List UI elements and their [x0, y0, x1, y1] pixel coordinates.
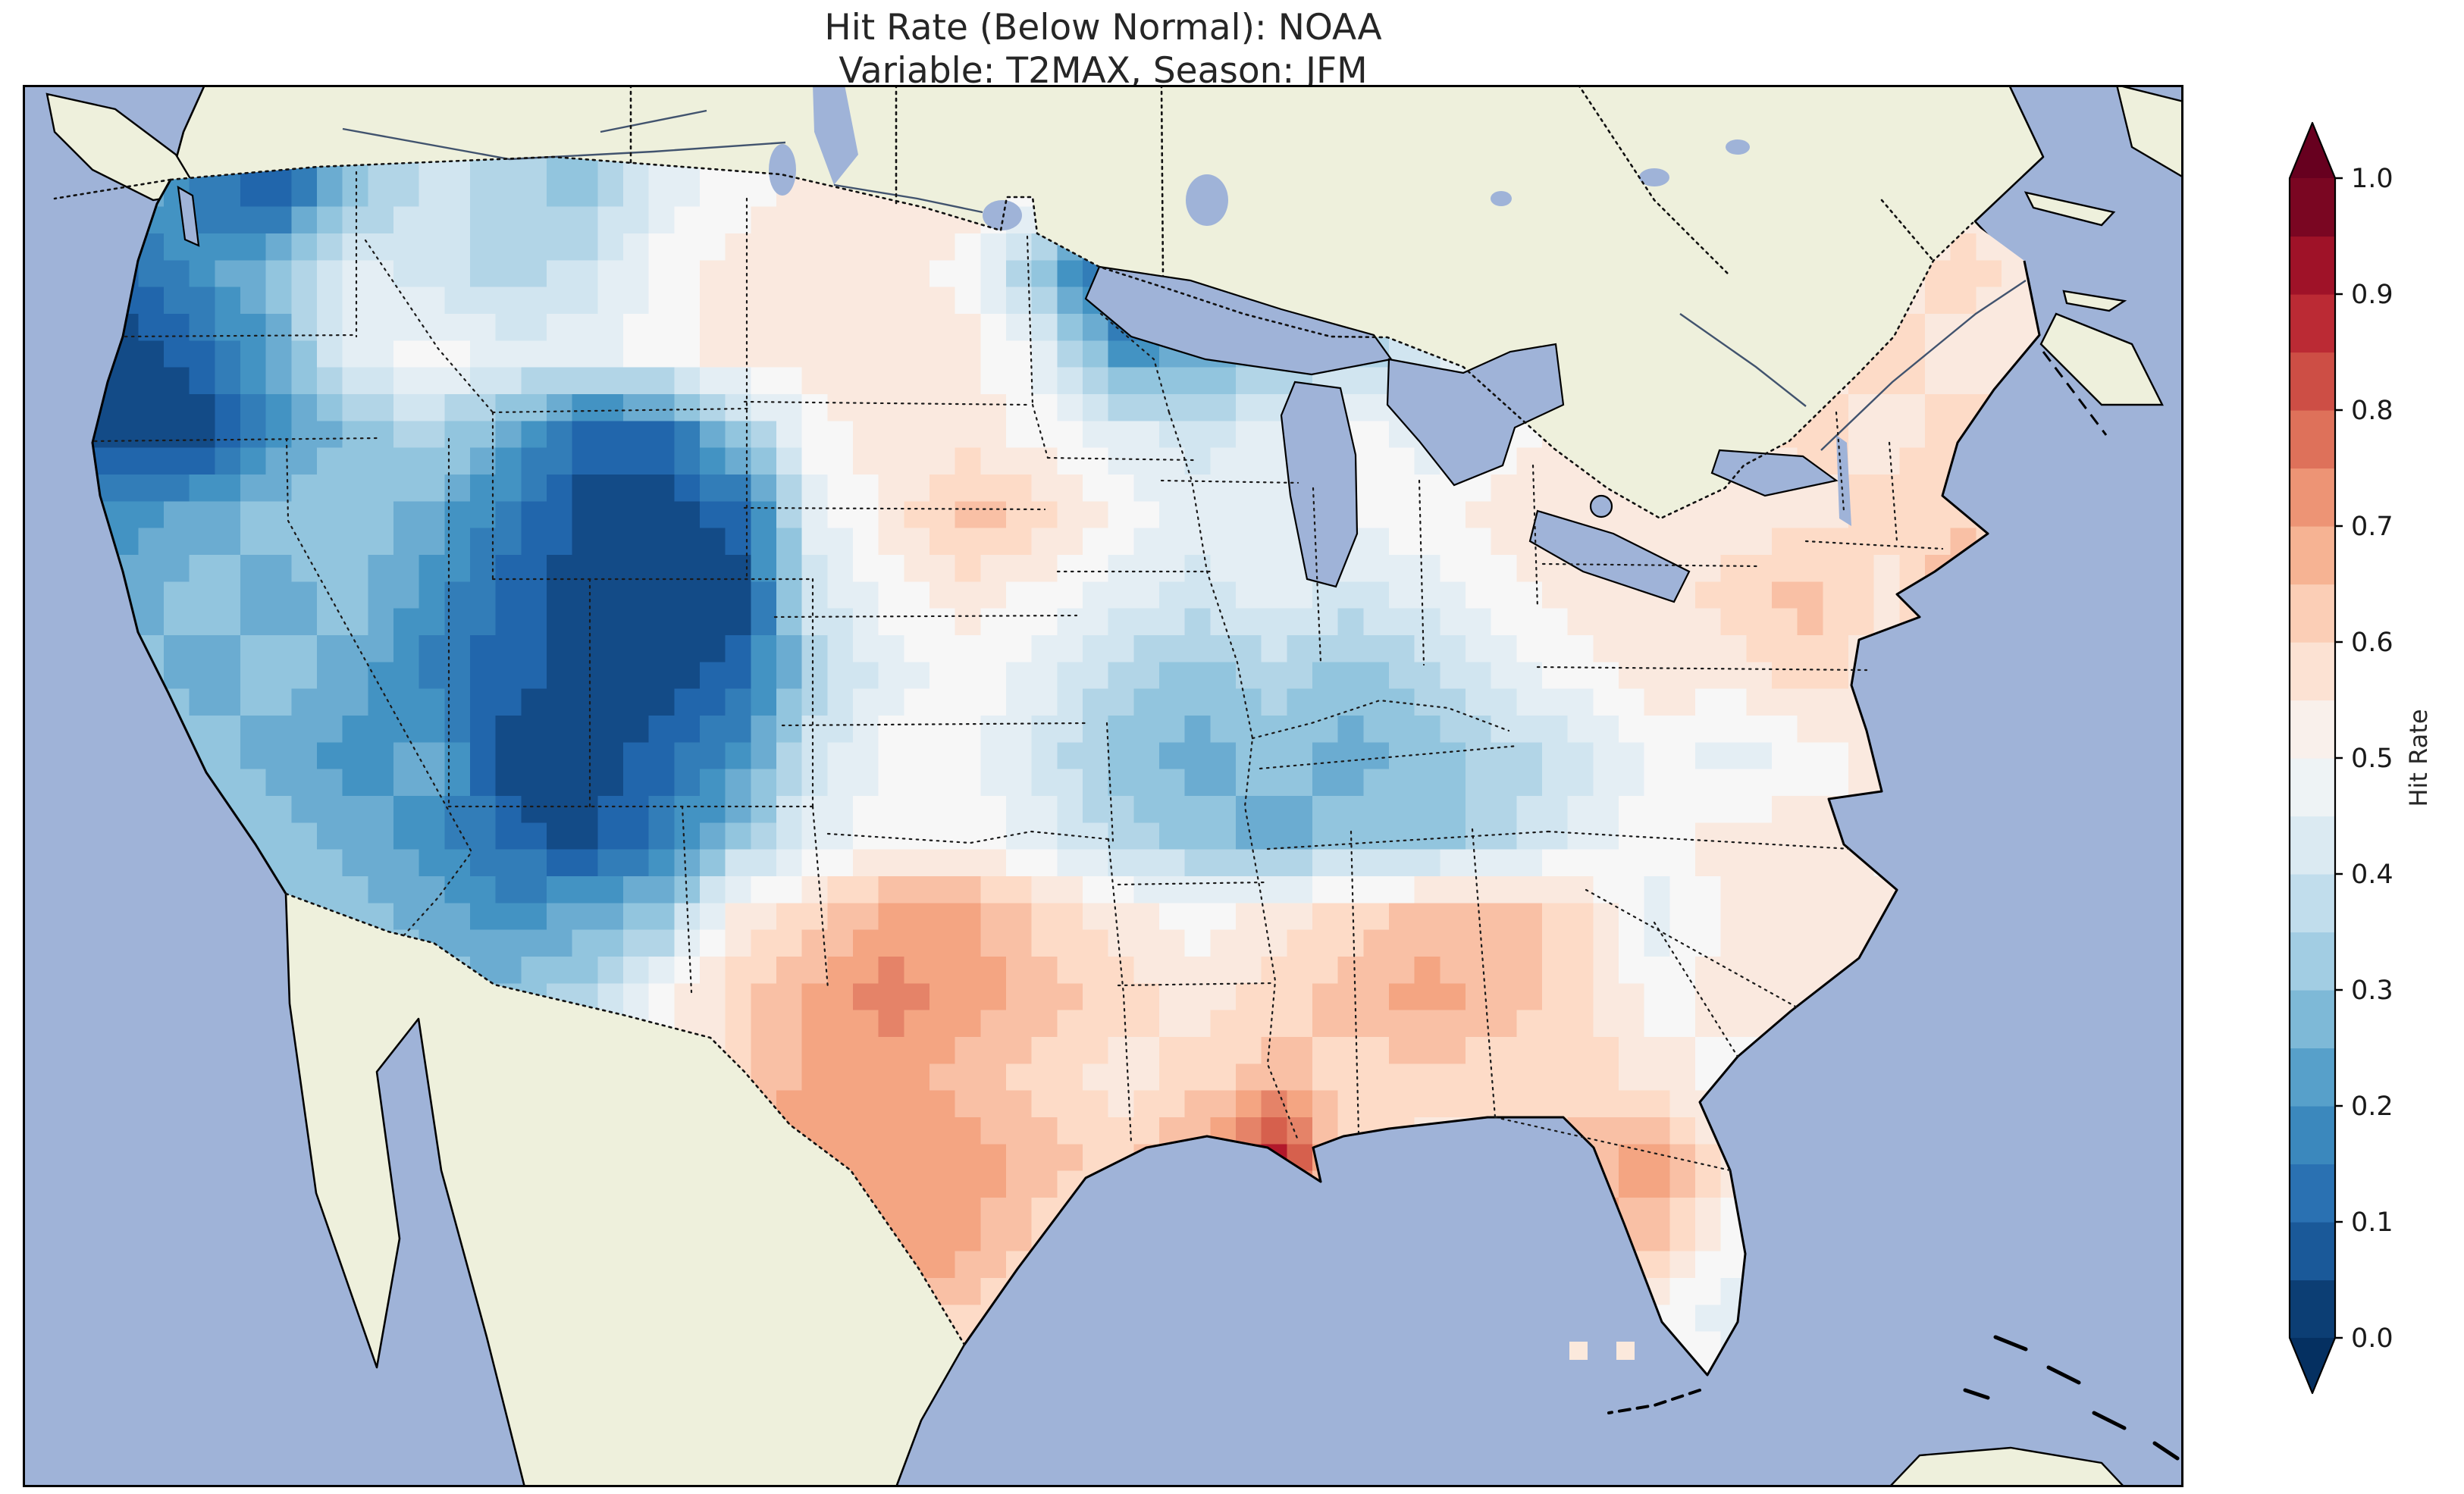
map-area [23, 83, 2185, 1489]
ontario-lake-small [1491, 191, 1512, 206]
canada-lakes [769, 85, 1851, 526]
anticosti-island [2024, 191, 2116, 227]
lake-huron [1386, 343, 1565, 487]
bahamas-and-keys [1607, 1335, 2180, 1461]
lake-of-the-woods [983, 200, 1022, 230]
prince-edward-island [2062, 290, 2127, 312]
chart-title-line1: Hit Rate (Below Normal): NOAA [824, 7, 1382, 49]
colorbar-ticks: 0.0 0.1 0.2 0.3 0.4 0.5 0.6 0.7 0.8 0.9 1.0 [2335, 164, 2393, 1354]
colorbar-canvas: 0.0 0.1 0.2 0.3 0.4 0.5 0.6 0.7 0.8 0.9 1.0 Hit Ra… [2288, 121, 2433, 1395]
saskatchewan-river [342, 127, 786, 161]
bahama-island-1 [1993, 1335, 2028, 1351]
nova-scotia [2039, 312, 2164, 406]
lake-winnipeg [813, 85, 858, 185]
map-canvas [23, 83, 2185, 1489]
svg-text:0.3: 0.3 [2351, 976, 2393, 1006]
svg-text:0.4: 0.4 [2351, 860, 2393, 890]
bahama-island-2 [2046, 1365, 2081, 1385]
svg-text:0.8: 0.8 [2351, 396, 2393, 426]
us-coastline-pacific [91, 179, 287, 894]
svg-text:0.1: 0.1 [2351, 1207, 2393, 1238]
svg-text:0.9: 0.9 [2351, 280, 2393, 310]
lake-champlain [1836, 435, 1851, 526]
us-canada-border [169, 155, 1974, 520]
lake-superior [1084, 265, 1393, 376]
colorbar-gradient [2290, 178, 2335, 1339]
rivers [342, 109, 2027, 451]
lake-erie [1528, 509, 1691, 603]
bahama-island-3 [2092, 1411, 2127, 1430]
svg-text:0.5: 0.5 [2351, 744, 2393, 774]
lake-michigan [1280, 381, 1359, 588]
colorbar-extend-over-arrow [2290, 123, 2335, 178]
colorbar-label: Hit Rate [2404, 709, 2433, 807]
ottawa-river [1679, 313, 1807, 407]
international-borders [53, 83, 2108, 1346]
chart-title: Hit Rate (Below Normal): NOAA Variable: … [23, 6, 2183, 93]
st-lawrence-river [1820, 280, 2027, 451]
quebec-newbrunswick-border [1880, 199, 1935, 262]
svg-text:0.2: 0.2 [2351, 1092, 2393, 1122]
state-borders [93, 171, 1944, 1172]
svg-text:0.6: 0.6 [2351, 628, 2393, 658]
lake-manitoba [769, 144, 796, 196]
svg-text:0.0: 0.0 [2351, 1323, 2393, 1354]
winnipeg-river [833, 183, 983, 214]
florida-keys [1607, 1389, 1701, 1414]
juan-de-fuca-border [53, 178, 172, 200]
ontario-quebec-border [1577, 83, 1732, 277]
map-frame [23, 85, 2183, 1487]
svg-text:1.0: 1.0 [2351, 164, 2393, 194]
us-coastline-atlantic-gulf [963, 260, 2041, 1377]
offshore-grid-cells [1569, 1342, 1635, 1360]
us-mexico-border [284, 892, 966, 1346]
manitoba-ontario-border [1160, 83, 1165, 277]
colorbar: 0.0 0.1 0.2 0.3 0.4 0.5 0.6 0.7 0.8 0.9 1.0 Hit Ra… [2278, 114, 2456, 1478]
north-saskatchewan-river [600, 109, 707, 133]
lake-st-clair [1589, 494, 1613, 518]
maine-maritime-boundary [2042, 351, 2108, 436]
islands [45, 83, 2185, 1489]
colorbar-extend-under-arrow [2290, 1338, 2335, 1393]
quebec-lake-2 [1726, 139, 1750, 155]
quebec-lake-1 [1639, 168, 1669, 186]
svg-text:0.7: 0.7 [2351, 512, 2393, 542]
bahama-island-4 [1963, 1388, 1990, 1400]
puget-sound [177, 185, 200, 247]
bahama-island-5 [2152, 1441, 2180, 1461]
lake-nipigon [1186, 174, 1228, 226]
great-lakes [177, 185, 1839, 603]
lake-ontario [1710, 449, 1839, 497]
